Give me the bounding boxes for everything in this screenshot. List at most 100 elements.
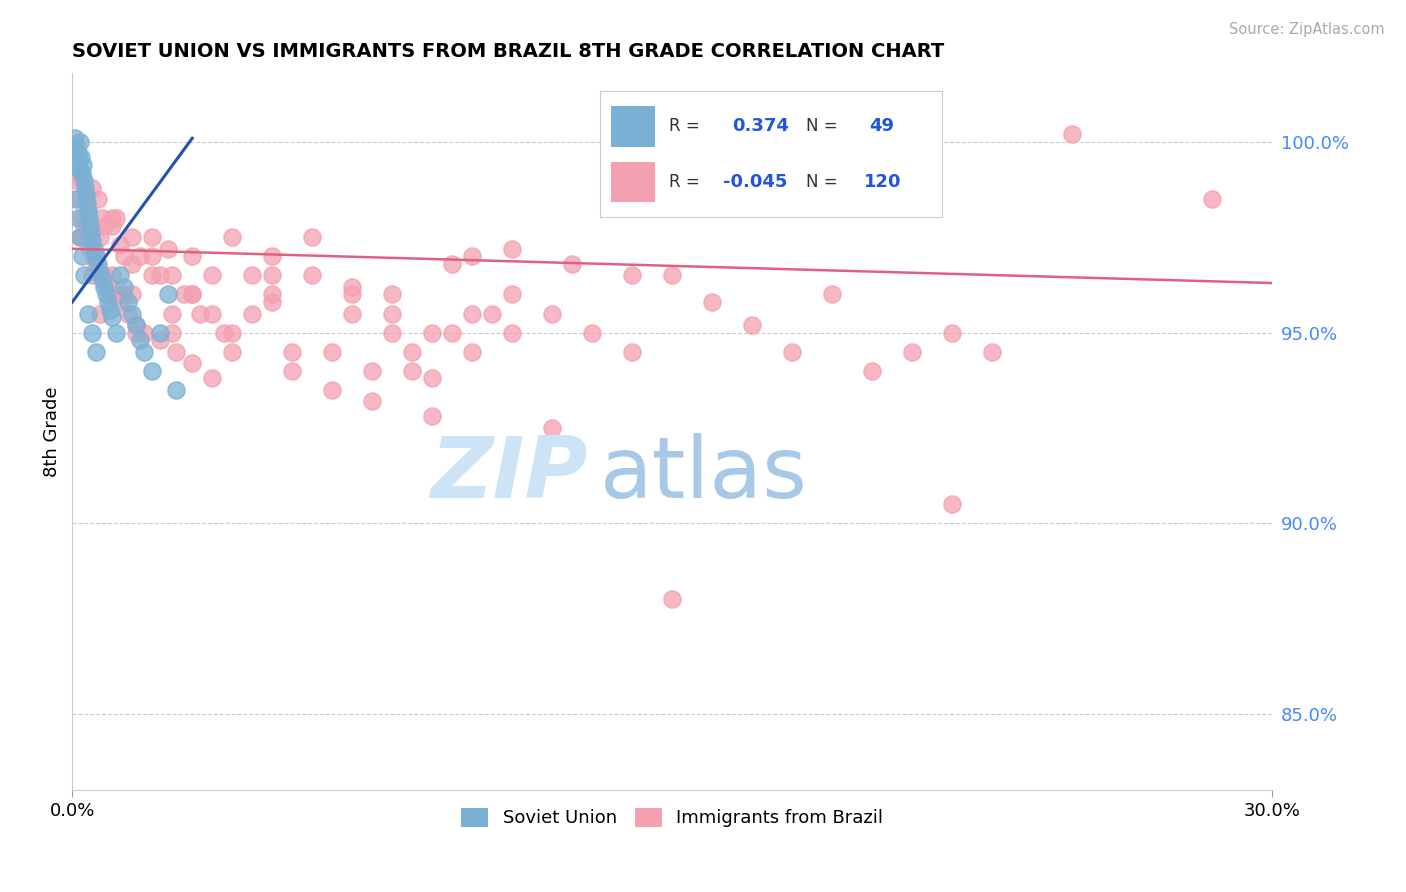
Point [77, 211, 100, 226]
Point [860, 364, 883, 378]
Point [461, 344, 484, 359]
Point [541, 306, 564, 320]
Point [82, 268, 104, 283]
Legend: Soviet Union, Immigrants from Brazil: Soviet Union, Immigrants from Brazil [454, 801, 890, 835]
Point [702, 295, 724, 310]
Point [281, 364, 304, 378]
Point [77, 203, 100, 218]
Point [361, 364, 384, 378]
Point [561, 257, 583, 271]
Point [141, 268, 163, 283]
Point [621, 344, 644, 359]
Point [65, 173, 87, 187]
Point [157, 242, 180, 256]
Point [134, 326, 156, 340]
Point [981, 344, 1004, 359]
Point [141, 249, 163, 263]
Point [581, 326, 603, 340]
Point [117, 306, 139, 320]
Point [87, 192, 110, 206]
Point [173, 287, 195, 301]
Point [72, 158, 94, 172]
Point [420, 326, 443, 340]
Point [89, 306, 111, 320]
Point [321, 383, 343, 397]
Point [73, 180, 96, 194]
Point [162, 306, 184, 320]
Point [165, 383, 187, 397]
Point [129, 249, 152, 263]
Point [75, 188, 97, 202]
Point [342, 287, 364, 301]
Point [201, 306, 224, 320]
Point [157, 287, 180, 301]
Point [110, 238, 132, 252]
Point [121, 257, 143, 271]
Point [77, 306, 100, 320]
Point [93, 280, 115, 294]
Point [79, 219, 101, 233]
Point [73, 173, 96, 187]
Point [661, 592, 683, 607]
Point [381, 306, 404, 320]
Point [1201, 192, 1223, 206]
Point [70, 249, 93, 263]
Point [70, 165, 93, 179]
Point [96, 287, 118, 301]
Point [110, 295, 132, 310]
Point [105, 211, 128, 226]
Point [77, 230, 100, 244]
Point [97, 280, 120, 294]
Point [501, 242, 523, 256]
Point [67, 146, 90, 161]
Point [93, 268, 115, 283]
Point [121, 306, 143, 320]
Point [65, 131, 87, 145]
Point [125, 318, 148, 332]
Point [112, 280, 135, 294]
Point [201, 371, 224, 385]
Point [381, 326, 404, 340]
Point [101, 211, 124, 226]
Point [301, 230, 323, 244]
Point [75, 192, 97, 206]
Point [381, 287, 404, 301]
Point [79, 242, 101, 256]
Point [82, 234, 104, 248]
Point [117, 295, 139, 310]
Point [782, 344, 804, 359]
Point [121, 287, 143, 301]
Point [149, 333, 172, 347]
Point [321, 344, 343, 359]
Point [82, 326, 104, 340]
Point [134, 344, 156, 359]
Point [441, 257, 464, 271]
Point [67, 211, 90, 226]
Text: atlas: atlas [600, 434, 808, 516]
Point [221, 326, 243, 340]
Point [149, 268, 172, 283]
Point [301, 268, 323, 283]
Point [941, 497, 963, 511]
Point [73, 268, 96, 283]
Point [149, 326, 172, 340]
Point [181, 356, 204, 370]
Point [941, 326, 963, 340]
Point [65, 192, 87, 206]
Point [112, 287, 135, 301]
Text: ZIP: ZIP [430, 434, 588, 516]
Point [141, 364, 163, 378]
Point [73, 219, 96, 233]
Point [1062, 128, 1084, 142]
Point [181, 287, 204, 301]
Point [69, 135, 91, 149]
Point [262, 295, 284, 310]
Point [121, 230, 143, 244]
Point [70, 173, 93, 187]
Point [621, 268, 644, 283]
Point [901, 344, 924, 359]
Point [401, 364, 423, 378]
Point [101, 219, 124, 233]
Point [141, 230, 163, 244]
Point [84, 249, 107, 263]
